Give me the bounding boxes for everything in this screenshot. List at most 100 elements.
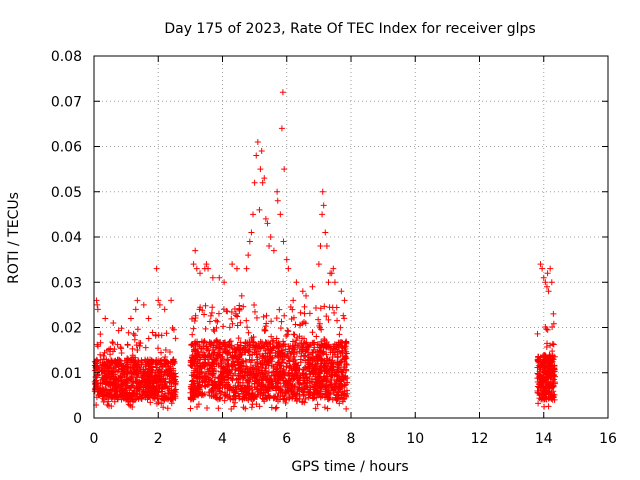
data-point-outlier xyxy=(328,270,335,277)
data-point xyxy=(193,390,200,397)
y-tick-label: 0.06 xyxy=(51,140,82,156)
data-point xyxy=(271,394,278,401)
data-point xyxy=(276,396,283,403)
data-point xyxy=(109,340,116,347)
data-point xyxy=(303,373,310,380)
data-point xyxy=(265,379,272,386)
data-point xyxy=(550,320,557,327)
y-tick-label: 0.01 xyxy=(51,366,82,382)
data-point-outlier xyxy=(190,261,197,268)
data-point-outlier xyxy=(267,234,274,240)
data-point xyxy=(284,327,291,334)
data-point xyxy=(262,368,269,375)
data-point xyxy=(118,325,125,332)
data-point xyxy=(254,344,261,351)
data-point-outlier xyxy=(293,279,300,286)
data-point-outlier xyxy=(229,261,236,268)
data-point xyxy=(302,364,309,371)
data-point xyxy=(152,393,159,400)
data-point-outlier xyxy=(331,279,338,286)
data-point xyxy=(172,380,179,387)
data-point xyxy=(210,360,217,367)
data-point xyxy=(244,324,251,331)
data-point xyxy=(266,394,273,401)
data-point xyxy=(163,394,170,401)
data-point xyxy=(226,366,233,373)
data-point xyxy=(202,372,209,379)
data-point xyxy=(118,380,125,387)
x-tick-label: 14 xyxy=(535,431,553,447)
data-point xyxy=(170,356,177,363)
data-point-outlier xyxy=(281,166,288,173)
data-point-outlier xyxy=(233,265,240,272)
data-point xyxy=(104,391,111,398)
data-point xyxy=(103,378,110,385)
data-point xyxy=(208,339,215,346)
data-point xyxy=(207,341,214,348)
data-point xyxy=(247,394,254,401)
data-point xyxy=(97,331,104,338)
data-point xyxy=(275,359,282,366)
data-point-outlier xyxy=(309,283,316,290)
data-point xyxy=(201,382,208,389)
data-point xyxy=(296,392,303,399)
data-point xyxy=(291,331,298,338)
data-point xyxy=(201,352,208,359)
data-point xyxy=(229,320,236,327)
data-point xyxy=(250,395,257,402)
data-point xyxy=(194,368,201,375)
data-point xyxy=(310,349,317,356)
data-point-outlier xyxy=(127,315,134,322)
data-point xyxy=(299,320,306,327)
data-point xyxy=(109,338,116,345)
data-point xyxy=(295,379,302,386)
data-point xyxy=(544,340,551,347)
data-point xyxy=(341,315,348,322)
data-point xyxy=(323,391,330,398)
data-point xyxy=(296,374,303,381)
data-point xyxy=(209,385,216,392)
data-point xyxy=(147,374,154,381)
data-point xyxy=(204,359,211,366)
data-point xyxy=(110,375,117,382)
data-point-outlier xyxy=(132,306,139,313)
data-point xyxy=(137,340,144,347)
data-point xyxy=(223,349,230,356)
data-point xyxy=(318,341,325,348)
data-point xyxy=(265,369,272,376)
data-point xyxy=(227,344,234,351)
data-point xyxy=(325,316,332,323)
data-point xyxy=(261,389,268,396)
data-point xyxy=(340,312,347,319)
data-point xyxy=(325,394,332,401)
y-tick-label: 0.08 xyxy=(51,49,82,65)
data-point xyxy=(334,376,341,383)
data-point xyxy=(107,362,114,369)
data-point xyxy=(246,352,253,359)
data-point-outlier xyxy=(238,292,245,299)
data-point xyxy=(311,389,318,396)
data-point xyxy=(290,389,297,396)
data-point xyxy=(324,390,331,397)
data-point xyxy=(101,356,108,363)
data-point xyxy=(550,371,557,378)
data-point xyxy=(233,347,240,354)
data-point xyxy=(230,358,237,365)
data-point-outlier xyxy=(253,152,260,159)
data-point xyxy=(258,386,265,393)
data-point-outlier xyxy=(221,279,228,286)
data-point xyxy=(300,388,307,395)
data-point xyxy=(170,396,177,403)
data-point xyxy=(285,369,292,376)
data-point xyxy=(306,351,313,358)
data-point xyxy=(236,346,243,353)
data-point xyxy=(191,394,198,401)
data-point xyxy=(168,369,175,376)
data-point xyxy=(218,375,225,382)
x-tick-label: 12 xyxy=(471,431,489,447)
data-point xyxy=(289,395,296,402)
grid-lines xyxy=(94,56,608,418)
data-point xyxy=(160,404,167,411)
data-point xyxy=(257,371,264,378)
data-point xyxy=(206,318,213,325)
